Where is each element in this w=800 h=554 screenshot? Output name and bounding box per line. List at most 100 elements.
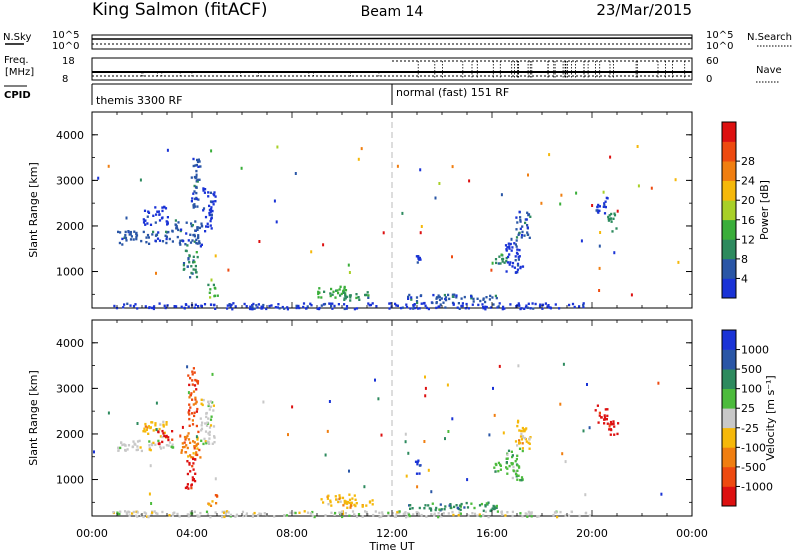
range-cell	[240, 166, 243, 170]
range-cell	[208, 211, 211, 215]
range-cell	[415, 300, 419, 303]
range-cell	[544, 302, 547, 305]
range-cell	[186, 365, 189, 369]
colorbar-tick-label: 20	[741, 194, 755, 207]
range-cell	[516, 444, 519, 447]
time-axis-label: Time UT	[368, 540, 414, 553]
range-cell	[196, 380, 200, 383]
range-cell	[188, 461, 191, 465]
range-cell	[342, 290, 345, 293]
range-cell	[610, 212, 613, 216]
range-cell	[195, 238, 198, 241]
range-cell	[196, 438, 199, 441]
range-cell	[582, 305, 585, 309]
range-cell	[310, 250, 313, 254]
range-cell	[457, 514, 460, 517]
range-cell	[161, 209, 164, 213]
range-cell	[616, 209, 619, 213]
range-cell	[505, 461, 508, 464]
colorbar-tick-label: 12	[741, 233, 755, 246]
range-cell	[508, 464, 511, 468]
range-cell	[144, 219, 147, 222]
range-cell	[355, 515, 359, 519]
range-cell	[179, 229, 182, 233]
range-cell	[609, 433, 612, 436]
range-cell	[194, 268, 197, 271]
range-cell	[149, 426, 152, 430]
range-cell	[567, 514, 571, 517]
range-cell	[121, 237, 124, 241]
range-cell	[404, 440, 407, 444]
range-cell	[232, 302, 235, 305]
range-cell	[608, 214, 611, 217]
range-cell	[348, 501, 351, 504]
freq-tick-high: 18	[62, 56, 75, 67]
range-cell	[345, 307, 348, 310]
colorbar-tick-label: 500	[741, 363, 762, 376]
range-cell	[191, 239, 194, 242]
colorbar-tick-label: -1000	[741, 480, 773, 493]
range-cell	[211, 500, 214, 503]
range-cell	[117, 446, 120, 449]
range-cell	[124, 236, 127, 239]
range-cell	[161, 429, 164, 433]
plot-frame	[91, 111, 693, 309]
range-cell	[180, 305, 183, 308]
range-cell	[424, 375, 426, 379]
range-cell	[396, 164, 399, 168]
range-cell	[516, 221, 519, 224]
range-cell	[465, 302, 468, 306]
range-cell	[174, 305, 177, 308]
range-cell	[187, 513, 191, 516]
range-cell	[295, 306, 298, 310]
range-cell	[197, 158, 200, 161]
range-cell	[161, 206, 164, 209]
range-cell	[418, 307, 421, 310]
range-cell	[505, 259, 508, 263]
range-cell	[205, 424, 209, 427]
colorbar-swatch	[722, 330, 736, 350]
colorbar-tick-label: 25	[741, 402, 755, 415]
range-cell	[229, 513, 232, 517]
range-cell	[455, 296, 458, 299]
range-cell	[505, 466, 508, 469]
range-cell	[508, 245, 511, 248]
range-cell	[209, 515, 212, 519]
range-cell	[189, 377, 192, 380]
range-cell	[487, 501, 490, 504]
range-cell	[607, 217, 610, 221]
range-cell	[529, 307, 532, 310]
range-cell	[119, 510, 122, 513]
range-cell	[154, 422, 157, 425]
range-cell	[482, 297, 485, 300]
colorbar-tick-label: -100	[741, 441, 766, 454]
range-cell	[253, 511, 256, 515]
range-cell	[417, 255, 420, 258]
range-cell	[207, 432, 210, 435]
colorbar-tick-label: 8	[741, 253, 748, 266]
range-cell	[181, 442, 184, 445]
range-cell	[553, 511, 557, 514]
freq-unit: [MHz]	[5, 67, 34, 78]
range-cell	[302, 302, 306, 305]
range-cell	[107, 164, 110, 168]
range-cell	[607, 219, 610, 222]
range-cell	[420, 302, 423, 305]
range-cell	[194, 378, 197, 382]
range-cell	[149, 223, 153, 226]
colorbar-swatch	[722, 180, 736, 201]
range-cell	[377, 397, 380, 401]
range-cell	[195, 197, 198, 201]
range-cell	[320, 498, 323, 501]
range-cell	[528, 236, 531, 239]
range-cell	[417, 257, 420, 260]
range-cell	[187, 432, 190, 435]
range-cell	[415, 511, 418, 514]
range-cell	[354, 504, 357, 508]
range-cell	[274, 306, 277, 309]
range-cell	[528, 447, 531, 450]
range-cell	[202, 189, 205, 192]
range-cell	[148, 448, 151, 451]
range-cell	[158, 302, 161, 305]
range-cell	[517, 256, 520, 259]
